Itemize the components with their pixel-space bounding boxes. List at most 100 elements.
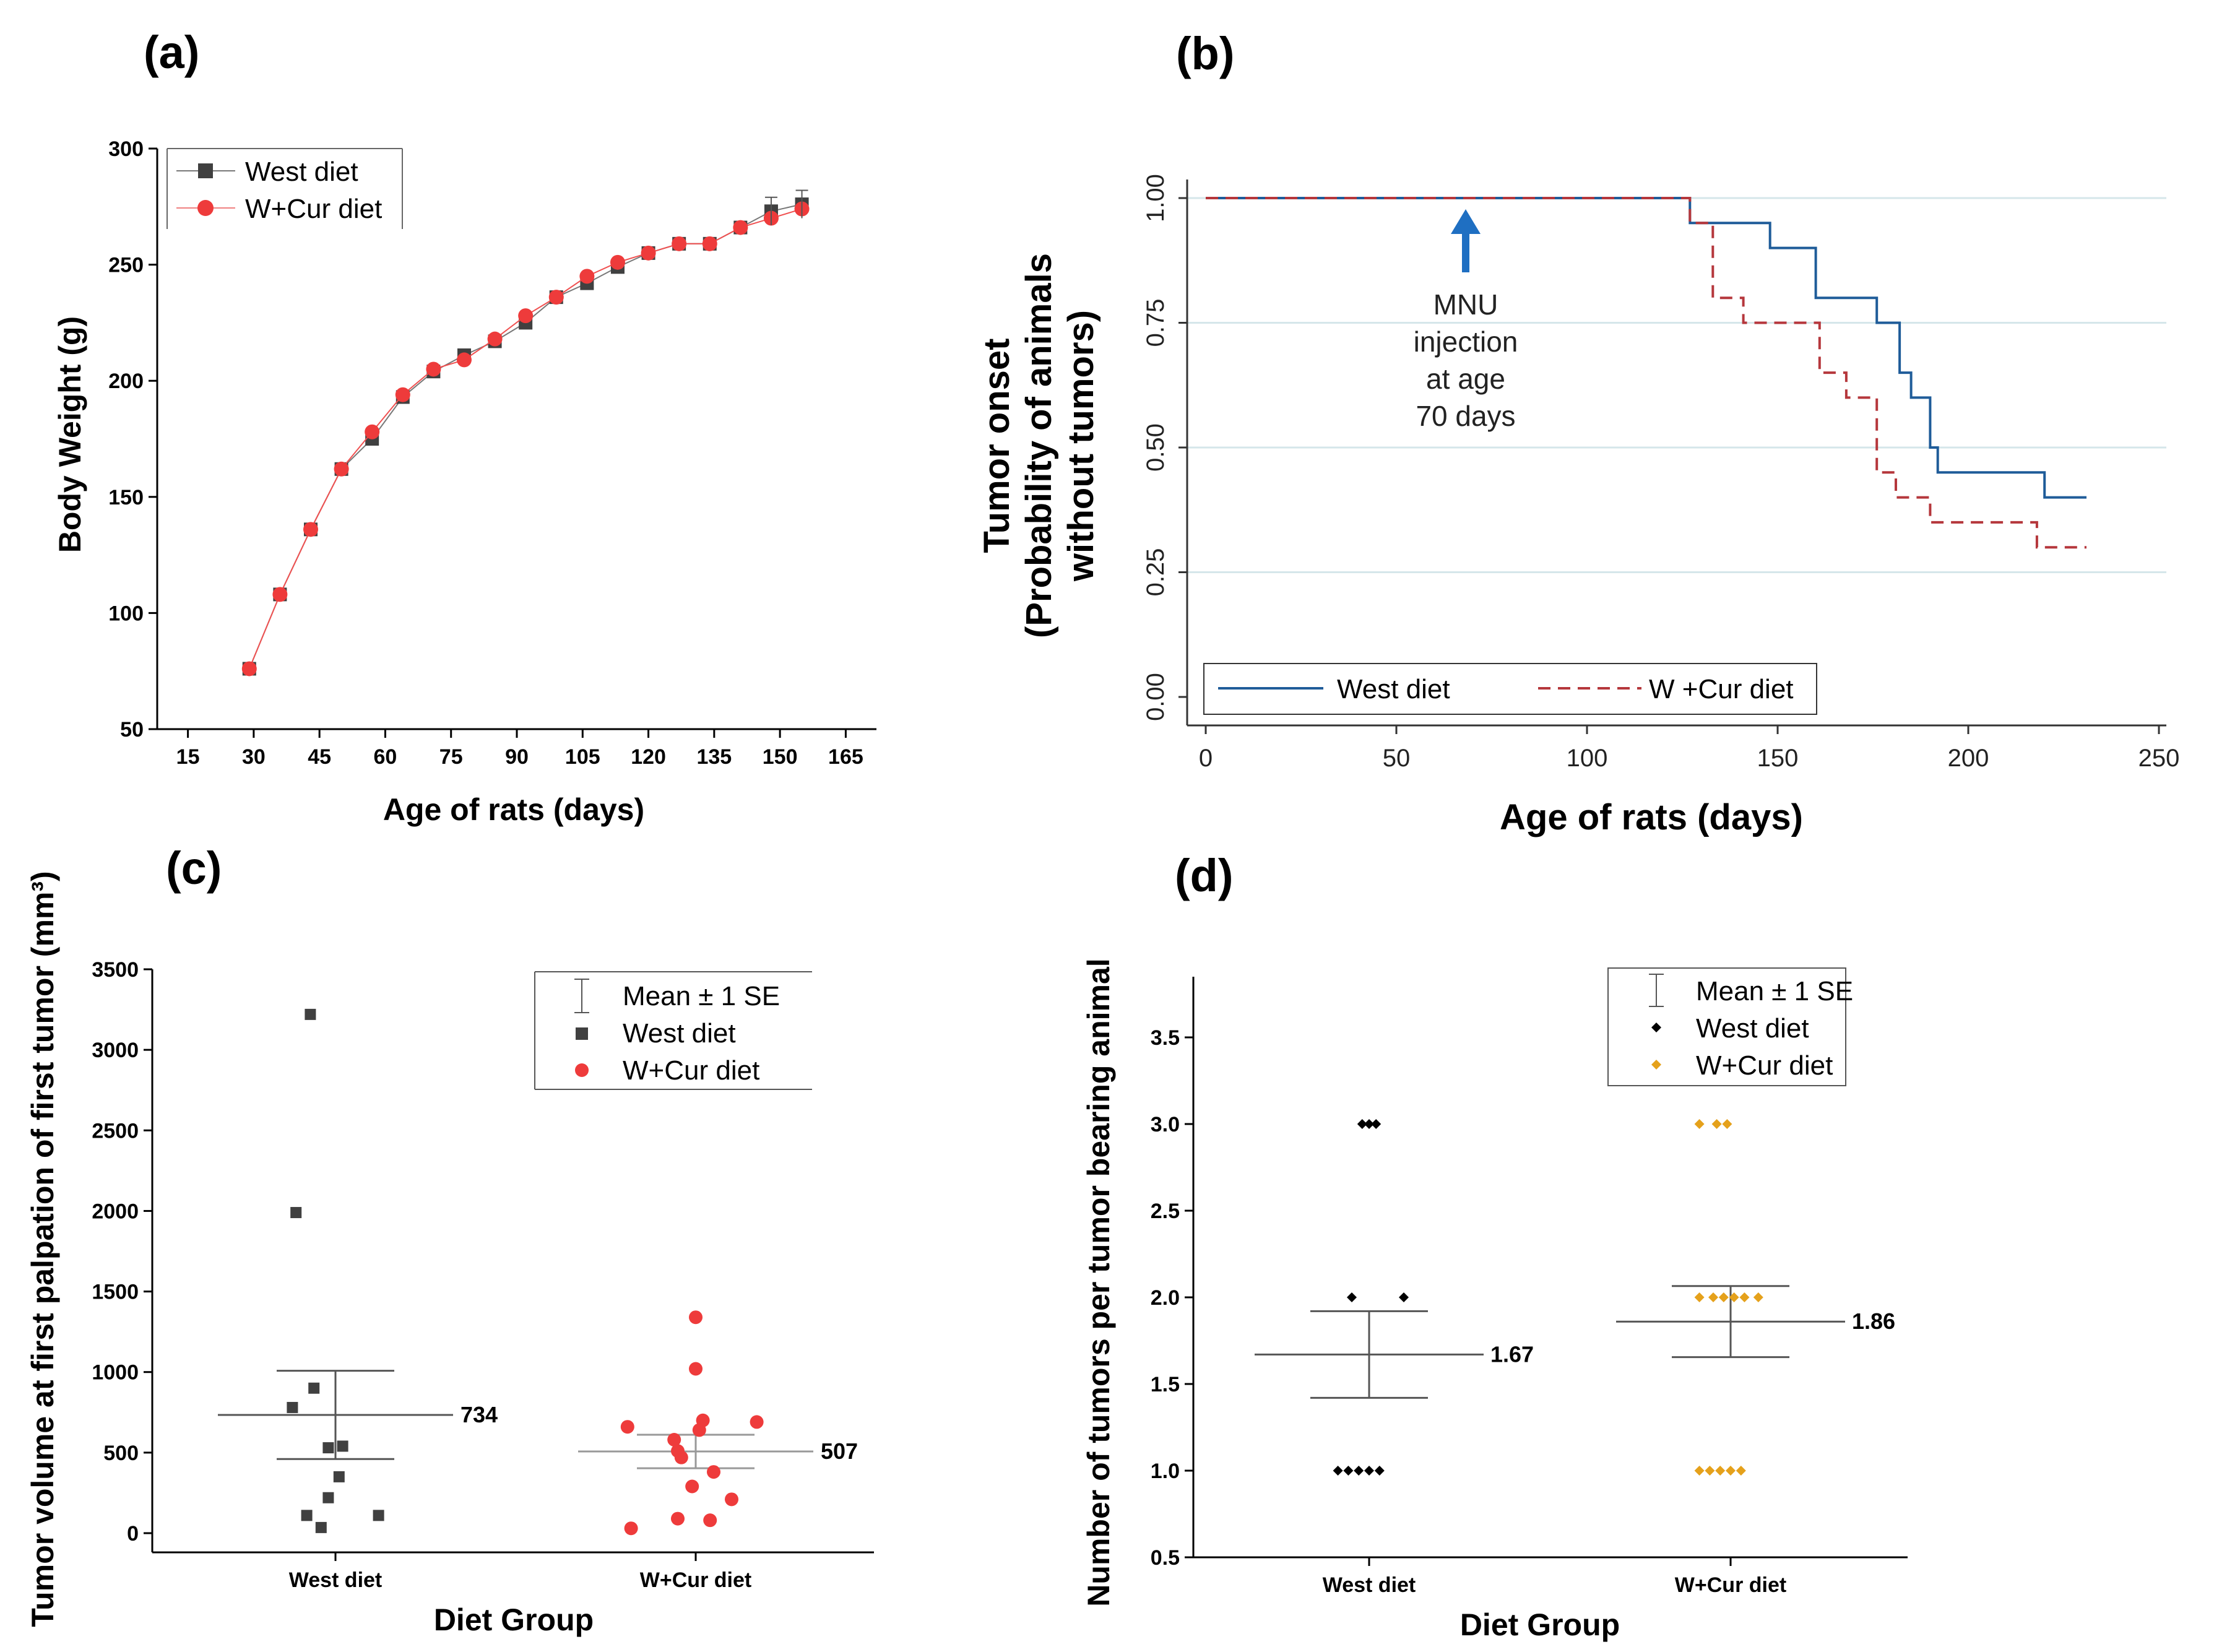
legend-c-cur-circle-icon bbox=[575, 1063, 589, 1077]
panel-c-y-tick-label: 1500 bbox=[92, 1281, 139, 1304]
panel-b-y-tick-label: 0.75 bbox=[1142, 299, 1169, 347]
panel-c-x-tick-label: West diet bbox=[289, 1568, 383, 1592]
panel-c-west-point bbox=[333, 1471, 345, 1482]
panel-a-y-tick-label: 50 bbox=[120, 718, 144, 742]
panel-d-y-tick-label: 1.5 bbox=[1151, 1373, 1180, 1396]
panel-d-y-title: Number of tumors per tumor bearing anima… bbox=[1081, 958, 1116, 1606]
panel-d-x-title: Diet Group bbox=[1460, 1607, 1620, 1642]
panel-c-west-point bbox=[373, 1510, 384, 1521]
panel-d-y-tick-label: 1.0 bbox=[1151, 1460, 1180, 1483]
panel-d-west-point bbox=[1347, 1292, 1357, 1302]
panel-d-cur-point bbox=[1708, 1292, 1718, 1302]
panel-d-cur-point bbox=[1705, 1466, 1715, 1476]
panel-c-cur-point bbox=[725, 1492, 738, 1507]
panel-b-y-title-line1: Tumor onset bbox=[977, 339, 1017, 553]
panel-c-cur-point bbox=[667, 1433, 681, 1447]
panel-a-cur-point bbox=[702, 236, 717, 251]
panel-c-cur-point bbox=[692, 1423, 706, 1437]
panel-c-y-tick-label: 0 bbox=[127, 1522, 139, 1546]
panel-a-cur-point bbox=[672, 236, 687, 251]
panel-a: (a) Age of rats (days) Body Weight (g) 5… bbox=[53, 27, 876, 827]
panel-c-cur-point bbox=[703, 1513, 717, 1528]
panel-c-west-point bbox=[315, 1521, 327, 1533]
panel-c-x-tick-label: W+Cur diet bbox=[640, 1568, 751, 1592]
panel-c-y-tick-label: 2500 bbox=[92, 1119, 139, 1143]
legend-cur-circle-icon bbox=[197, 200, 214, 216]
panel-d-west-point bbox=[1399, 1292, 1409, 1302]
panel-b-y-tick-label: 0.25 bbox=[1142, 548, 1169, 597]
panel-a-cur-point bbox=[241, 661, 257, 677]
panel-b-x-title: Age of rats (days) bbox=[1500, 797, 1803, 837]
panel-b-x-tick-label: 100 bbox=[1567, 745, 1608, 772]
panel-d-west-point bbox=[1364, 1119, 1374, 1129]
panel-a-x-tick-label: 105 bbox=[565, 745, 600, 769]
panel-c-mean-label: 507 bbox=[821, 1438, 858, 1464]
panel-d-mean-label: 1.86 bbox=[1852, 1308, 1895, 1334]
panel-d-x-tick-label: West diet bbox=[1323, 1573, 1416, 1597]
panel-d-west-point bbox=[1357, 1119, 1367, 1129]
panel-d-cur-point bbox=[1694, 1119, 1705, 1129]
panel-d: (d) Diet Group Number of tumors per tumo… bbox=[1081, 850, 1908, 1642]
legend-c-west-label: West diet bbox=[623, 1018, 736, 1049]
panel-a-label: (a) bbox=[144, 27, 199, 78]
panel-a-y-title: Body Weight (g) bbox=[53, 316, 87, 553]
panel-d-west-point bbox=[1354, 1466, 1364, 1476]
panel-a-series-line-cur bbox=[248, 208, 802, 669]
legend-c-cur-label: W+Cur diet bbox=[623, 1055, 759, 1086]
panel-b-west-step-line bbox=[1206, 197, 2086, 499]
panel-c-x-title: Diet Group bbox=[434, 1602, 594, 1637]
panel-a-x-title: Age of rats (days) bbox=[383, 792, 644, 827]
panel-d-y-tick-label: 0.5 bbox=[1151, 1546, 1180, 1570]
legend-west-square-icon bbox=[198, 163, 213, 178]
legend-d-west-diamond-icon bbox=[1651, 1023, 1661, 1032]
panel-b-x-tick-label: 200 bbox=[1948, 745, 1989, 772]
panel-b: (b) Age of rats (days) Tumor onset (Prob… bbox=[977, 28, 2179, 837]
panel-c-y-title: Tumor volume at first palpation of first… bbox=[25, 871, 60, 1627]
panel-b-label: (b) bbox=[1176, 28, 1235, 79]
panel-b-cur-step-line bbox=[1206, 197, 2086, 549]
panel-a-y-tick-label: 300 bbox=[108, 137, 144, 161]
panel-c-cur-point bbox=[707, 1465, 720, 1479]
panel-d-west-point bbox=[1364, 1466, 1374, 1476]
panel-b-y-title-line3: without tumors) bbox=[1061, 310, 1101, 582]
panel-d-cur-point bbox=[1711, 1119, 1722, 1129]
legend-b-cur-label: W +Cur diet bbox=[1649, 674, 1794, 704]
panel-c-cur-point bbox=[685, 1479, 699, 1494]
panel-c-cur-point bbox=[624, 1521, 638, 1536]
legend-d-cur-label: W+Cur diet bbox=[1696, 1050, 1833, 1081]
panel-d-y-tick-label: 2.0 bbox=[1151, 1286, 1180, 1310]
mnu-annotation: MNU injection at age 70 days bbox=[1414, 209, 1518, 432]
panel-c-y-tick-label: 1000 bbox=[92, 1361, 139, 1385]
panel-b-x-tick-label: 250 bbox=[2138, 745, 2180, 772]
panel-a-cur-point bbox=[426, 361, 441, 377]
panel-d-cur-point bbox=[1715, 1466, 1726, 1476]
panel-b-x-tick-label: 150 bbox=[1757, 745, 1799, 772]
mnu-text-line1: MNU bbox=[1433, 288, 1498, 321]
legend-b-west-label: West diet bbox=[1337, 674, 1450, 704]
panel-d-y-tick-label: 3.0 bbox=[1151, 1113, 1180, 1136]
panel-c-y-tick-label: 3000 bbox=[92, 1039, 139, 1062]
panel-d-cur-point bbox=[1753, 1292, 1763, 1302]
panel-d-y-tick-label: 2.5 bbox=[1151, 1200, 1180, 1223]
panel-a-x-tick-label: 30 bbox=[242, 745, 266, 769]
panel-d-cur-point bbox=[1739, 1292, 1750, 1302]
panel-a-x-tick-label: 135 bbox=[696, 745, 732, 769]
legend-d-mean-label: Mean ± 1 SE bbox=[1696, 976, 1853, 1006]
panel-a-x-tick-label: 120 bbox=[631, 745, 666, 769]
panel-d-cur-point bbox=[1729, 1292, 1739, 1302]
panel-a-series-line-west bbox=[248, 204, 802, 669]
panel-d-y-tick-label: 3.5 bbox=[1151, 1026, 1180, 1050]
panel-c-legend: Mean ± 1 SE West diet W+Cur diet bbox=[534, 971, 812, 1090]
panel-c-cur-point bbox=[689, 1362, 703, 1376]
legend-west-label: West diet bbox=[245, 157, 358, 187]
panel-a-x-tick-label: 90 bbox=[505, 745, 529, 769]
panel-d-cur-point bbox=[1694, 1466, 1705, 1476]
panel-a-cur-point bbox=[733, 220, 748, 235]
panel-c-west-point bbox=[301, 1510, 313, 1521]
panel-c-west-point bbox=[322, 1492, 334, 1503]
panel-c-west-point bbox=[290, 1207, 302, 1219]
panel-d-cur-point bbox=[1718, 1292, 1729, 1302]
panel-d-mean-label: 1.67 bbox=[1490, 1341, 1534, 1367]
panel-c-label: (c) bbox=[166, 842, 222, 894]
